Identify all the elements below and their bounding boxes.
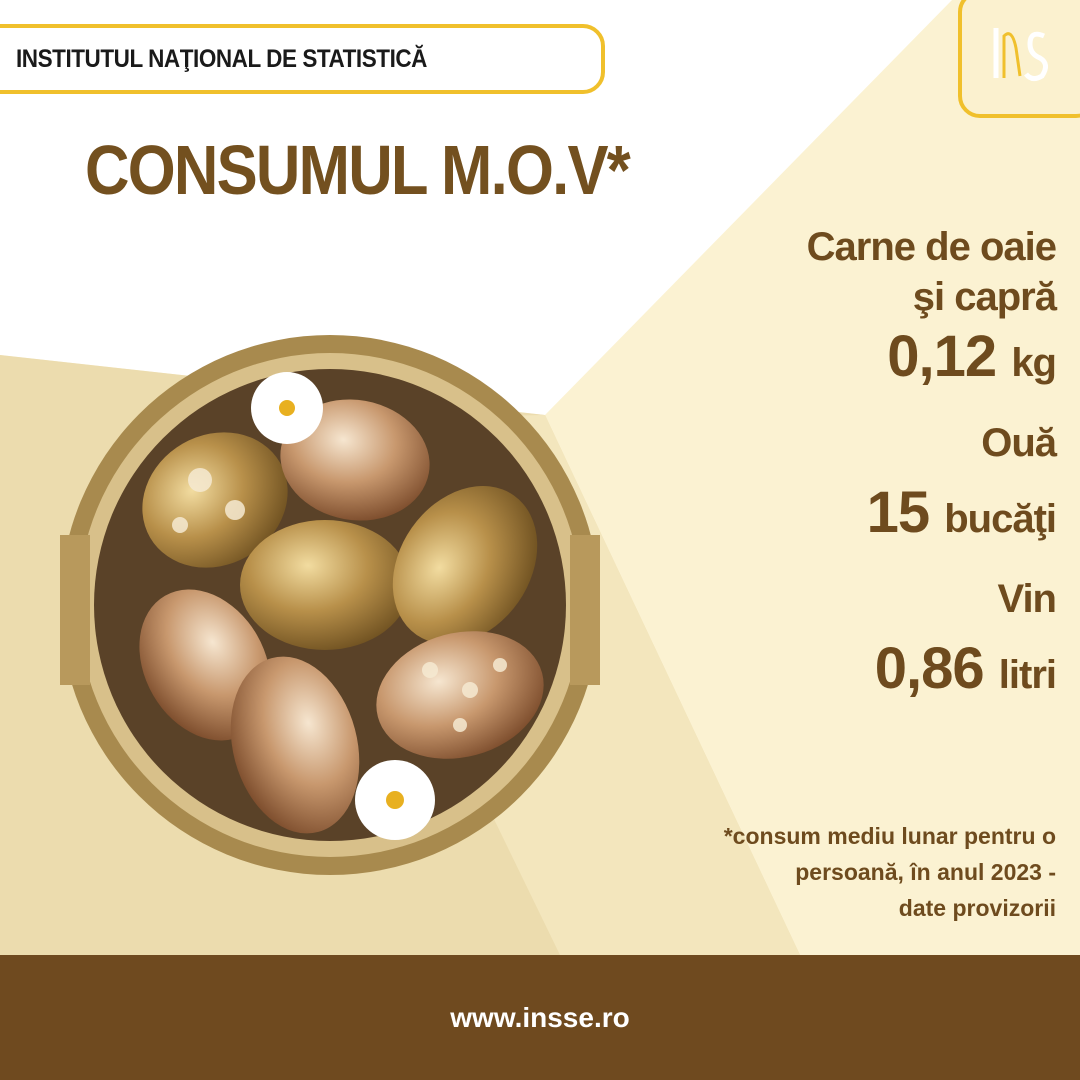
daisy-icon [251,372,435,840]
stat-value-wine: 0,86 litri [807,634,1057,710]
easter-egg-basket-illustration [60,335,600,875]
website-link[interactable]: www.insse.ro [450,1001,630,1033]
stat-value-eggs: 15 bucăţi [807,478,1057,554]
consumption-stats: Carne de oaie şi capră 0,12 kg Ouă 15 bu… [806,222,1057,710]
page-title: CONSUMUL M.O.V* [85,131,631,209]
stat-label-meat-2: şi capră [912,275,1057,319]
stat-label-wine: Vin [997,577,1057,621]
footnote-line: persoană, în anul 2023 - [795,859,1056,885]
stat-value-meat: 0,12 kg [807,322,1057,398]
ins-logo-icon [993,28,1048,82]
unit: kg [1011,341,1057,385]
footer-bar: www.insse.ro [0,955,1080,1080]
unit: litri [998,653,1057,697]
stat-label-eggs: Ouă [981,421,1057,465]
footnote: *consum mediu lunar pentru o persoană, î… [636,818,1056,926]
value: 0,12 [887,324,997,389]
stat-label-meat: Carne de oaie [806,225,1057,269]
institution-banner: INSTITUTUL NAŢIONAL DE STATISTICĂ [0,24,605,94]
institution-name: INSTITUTUL NAŢIONAL DE STATISTICĂ [16,44,427,73]
value: 0,86 [874,636,985,701]
footnote-line: date provizorii [898,895,1056,921]
ins-logo [958,0,1080,118]
unit: bucăţi [944,497,1057,541]
value: 15 [866,480,931,545]
footnote-line: *consum mediu lunar pentru o [723,823,1056,849]
